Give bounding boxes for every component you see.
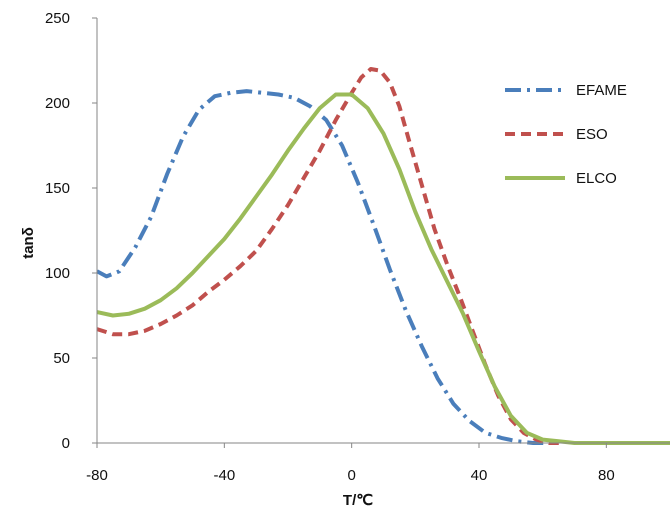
y-tick-label: 250 <box>45 10 70 27</box>
y-axis-title: tanδ <box>20 227 37 259</box>
legend-label-eso: ESO <box>576 126 608 143</box>
y-tick-label: 200 <box>45 95 70 112</box>
axes <box>96 18 670 444</box>
series-line-efame <box>96 89 549 445</box>
x-tick-label: 40 <box>471 467 488 484</box>
x-tick-label: -80 <box>86 467 108 484</box>
y-tick-label: 0 <box>62 435 70 452</box>
plot-area <box>96 67 670 445</box>
y-tick-label: 150 <box>45 180 70 197</box>
y-tick-label: 50 <box>53 350 70 367</box>
legend-label-elco: ELCO <box>576 170 617 187</box>
legend: EFAME ESO ELCO <box>505 82 627 187</box>
y-ticks: 0 50 100 150 200 250 <box>45 10 97 452</box>
y-tick-label: 100 <box>45 265 70 282</box>
x-tick-label: 80 <box>598 467 615 484</box>
x-tick-label: 0 <box>347 467 355 484</box>
x-ticks: -80 -40 0 40 80 <box>86 443 615 484</box>
x-axis-title: T/℃ <box>343 492 373 509</box>
series-line-elco <box>96 92 670 445</box>
legend-label-efame: EFAME <box>576 82 627 99</box>
x-tick-label: -40 <box>213 467 235 484</box>
